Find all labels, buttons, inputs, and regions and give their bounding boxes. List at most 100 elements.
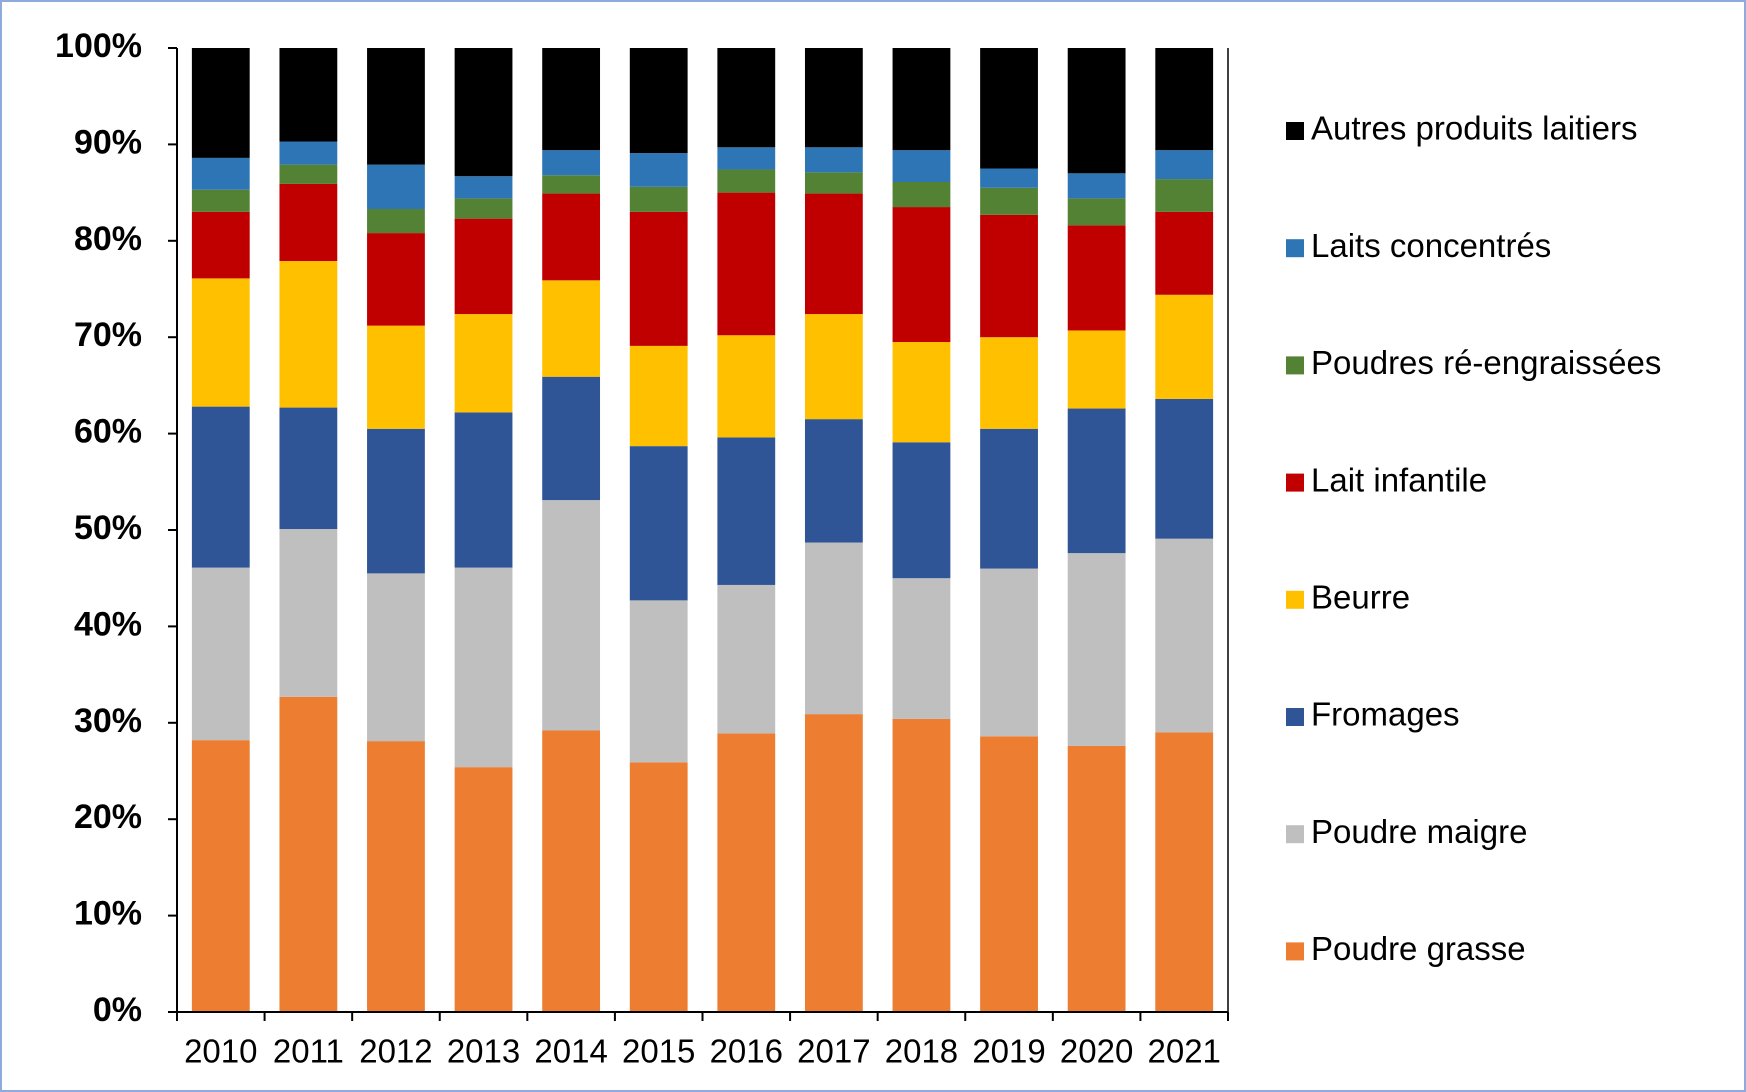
bar-segment [1155,150,1214,180]
legend-swatch [1286,356,1304,375]
bar-segment [1067,173,1126,199]
bar-segment [542,376,601,501]
bar-segment [1067,225,1126,331]
bar-segment [1155,294,1214,399]
bar-segment [542,500,601,731]
bar-segment [542,193,601,281]
bar-segment [980,428,1038,569]
bar-segment [629,762,688,1012]
bar-segment [454,314,513,413]
bar-segment [367,325,425,429]
bar-segment [454,767,513,1012]
legend-label: Lait infantile [1311,461,1487,498]
legend-swatch [1286,708,1304,726]
bar-segment [454,567,513,768]
bar-segment [279,164,338,184]
bar-segment [454,218,513,315]
bar-segment [191,406,250,568]
bar-segment [804,147,863,173]
bar-segment [279,141,338,165]
bar-segment [1067,198,1126,226]
bar-segment [892,181,951,208]
bar-segment [1155,398,1214,539]
bar-segment [191,740,250,1012]
bar-segment [804,419,863,543]
bar-segment [367,164,425,209]
legend-swatch [1286,239,1304,258]
bar-segment [804,314,863,420]
bar-segment [892,442,951,579]
bar-segment [717,192,776,336]
bar-segment [629,345,688,447]
bar-segment [717,733,776,1012]
bar-segment [367,233,425,326]
bar-segment [191,48,250,158]
bar-segment [279,529,338,697]
bar-segment [717,48,776,148]
bar-segment [191,157,250,190]
y-tick-label: 50% [74,509,142,547]
bar-segment [279,261,338,408]
legend-swatch [1286,122,1304,140]
x-tick-label: 2014 [534,1033,607,1070]
legend-swatch [1286,942,1304,961]
bar-segment [980,337,1038,429]
bar-segment [1155,732,1214,1012]
bar-segment [542,730,601,1012]
bar-segment [191,211,250,279]
x-tick-label: 2019 [972,1033,1045,1070]
y-tick-label: 40% [74,605,142,643]
bar-segment [629,153,688,187]
bar-segment [542,48,601,151]
bar-segment [980,168,1038,188]
x-tick-label: 2013 [447,1033,520,1070]
x-tick-label: 2011 [273,1033,344,1070]
bar-segment [892,578,951,719]
bar-segment [804,542,863,715]
bar-segment [1067,48,1126,174]
bar-segment [1155,211,1214,295]
bar-segment [454,176,513,199]
bar-segment [717,169,776,193]
bar-segment [980,568,1038,737]
bar-segment [804,172,863,194]
bar-segment [717,584,776,734]
bar-segment [804,193,863,315]
y-tick-label: 60% [74,413,142,451]
bar-segment [279,696,338,1012]
bar-segment [542,150,601,176]
bar-segment [892,150,951,182]
x-tick-label: 2015 [622,1033,695,1070]
bar-segment [892,342,951,443]
bar-segment [1155,179,1214,212]
bar-segment [454,198,513,219]
bar-segment [804,48,863,148]
bar-segment [1067,745,1126,1012]
bar-segment [1155,538,1214,733]
bar-segment [279,48,338,142]
bar-segment [367,428,425,574]
bar-segment [892,48,951,151]
bar-segment [717,147,776,170]
x-tick-label: 2016 [710,1033,783,1070]
x-tick-label: 2021 [1147,1033,1220,1070]
bar-segment [367,741,425,1012]
y-tick-label: 30% [74,702,142,740]
bar-segment [191,567,250,741]
legend-swatch [1286,590,1304,609]
y-tick-label: 20% [74,798,142,836]
bar-segment [191,189,250,212]
bar-segment [367,48,425,165]
legend-label: Beurre [1311,579,1410,616]
bar-segment [542,175,601,194]
y-tick-label: 100% [55,27,142,65]
bar-segment [629,211,688,346]
bar-segment [367,573,425,742]
legend-swatch [1286,825,1304,844]
bar-segment [980,48,1038,169]
x-tick-label: 2017 [797,1033,870,1070]
bar-segment [1067,330,1126,409]
bar-segment [1067,553,1126,746]
